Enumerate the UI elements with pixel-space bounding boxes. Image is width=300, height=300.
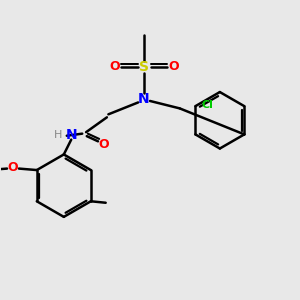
- Text: S: S: [139, 60, 149, 74]
- Text: H: H: [54, 130, 62, 140]
- Text: Cl: Cl: [201, 100, 213, 110]
- Text: O: O: [169, 60, 179, 73]
- Text: N: N: [138, 92, 150, 106]
- Text: O: O: [99, 138, 109, 151]
- Text: O: O: [109, 60, 120, 73]
- Text: N: N: [65, 128, 77, 142]
- Text: O: O: [8, 160, 18, 174]
